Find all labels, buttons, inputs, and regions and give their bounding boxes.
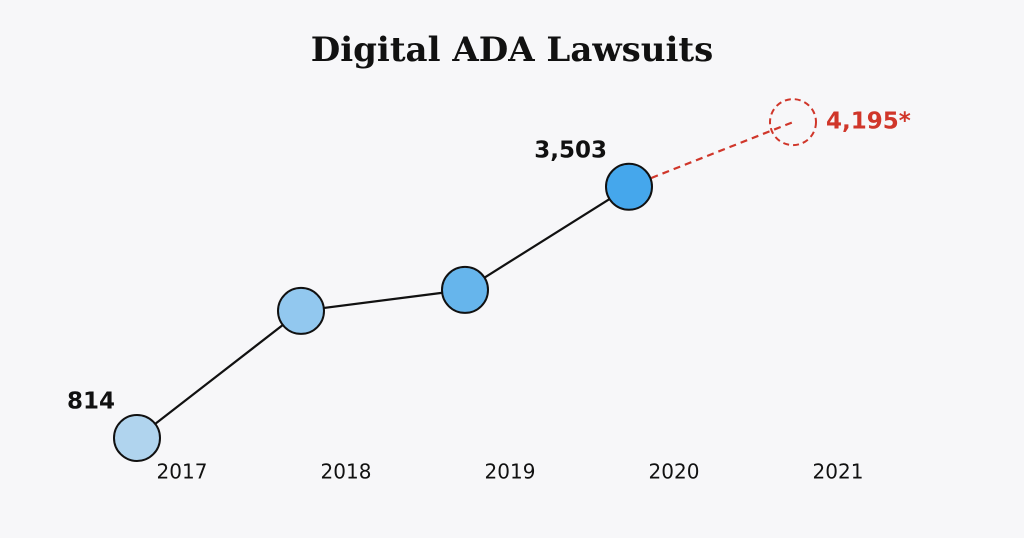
x-tick-label: 2020 <box>649 460 700 484</box>
value-label: 4,195* <box>826 109 911 135</box>
series-line <box>136 185 630 439</box>
x-tick-label: 2019 <box>485 460 536 484</box>
data-point <box>605 162 653 211</box>
series-line <box>628 121 794 188</box>
x-tick-label: 2021 <box>813 460 864 484</box>
value-label: 3,503 <box>534 137 607 163</box>
x-tick-label: 2018 <box>321 460 372 484</box>
x-tick-label: 2017 <box>157 460 208 484</box>
data-point <box>441 265 489 314</box>
value-label: 814 <box>67 388 115 414</box>
chart-title: Digital ADA Lawsuits <box>311 30 714 70</box>
data-point <box>113 413 161 462</box>
projected-point <box>769 98 817 147</box>
data-point <box>277 286 325 335</box>
